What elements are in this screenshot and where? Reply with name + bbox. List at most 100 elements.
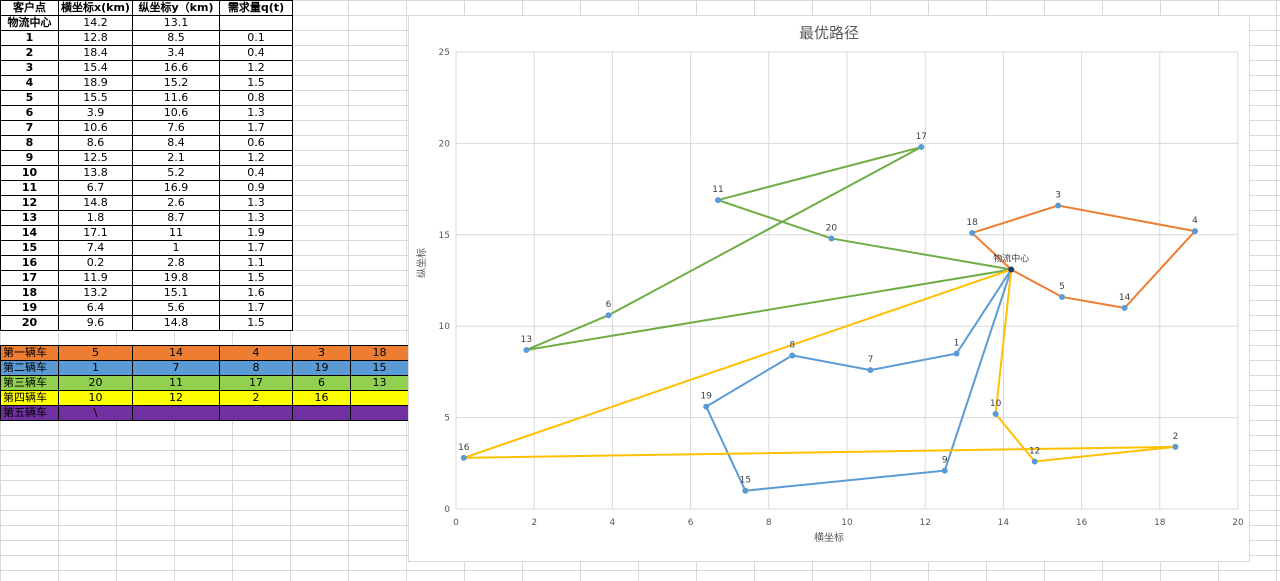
cell-y[interactable]: 5.6 bbox=[132, 300, 220, 316]
cell-customer[interactable]: 12 bbox=[0, 195, 59, 211]
vehicle-stop[interactable]: 5 bbox=[58, 345, 133, 361]
cell-customer[interactable]: 7 bbox=[0, 120, 59, 136]
cell-customer[interactable]: 9 bbox=[0, 150, 59, 166]
cell-y[interactable]: 11.6 bbox=[132, 90, 220, 106]
cell-x[interactable]: 6.7 bbox=[58, 180, 133, 196]
cell-customer[interactable]: 物流中心 bbox=[0, 15, 59, 31]
cell-customer[interactable]: 13 bbox=[0, 210, 59, 226]
cell-demand[interactable]: 1.7 bbox=[219, 240, 293, 256]
cell-x[interactable]: 13.2 bbox=[58, 285, 133, 301]
cell-x[interactable]: 15.5 bbox=[58, 90, 133, 106]
cell-customer[interactable]: 16 bbox=[0, 255, 59, 271]
cell-y[interactable]: 3.4 bbox=[132, 45, 220, 61]
cell-customer[interactable]: 15 bbox=[0, 240, 59, 256]
cell-customer[interactable]: 20 bbox=[0, 315, 59, 331]
vehicle-stop[interactable]: 11 bbox=[132, 375, 220, 391]
cell-demand[interactable]: 1.3 bbox=[219, 210, 293, 226]
cell-demand[interactable]: 1.6 bbox=[219, 285, 293, 301]
cell-x[interactable]: 8.6 bbox=[58, 135, 133, 151]
vehicle-stop[interactable]: 13 bbox=[350, 375, 409, 391]
vehicle-stop[interactable]: 19 bbox=[292, 360, 351, 376]
cell-demand[interactable]: 1.1 bbox=[219, 255, 293, 271]
cell-y[interactable]: 13.1 bbox=[132, 15, 220, 31]
cell-demand[interactable]: 1.2 bbox=[219, 60, 293, 76]
cell-customer[interactable]: 5 bbox=[0, 90, 59, 106]
vehicle-stop[interactable]: 17 bbox=[219, 375, 293, 391]
vehicle-stop[interactable] bbox=[292, 405, 351, 421]
route-chart[interactable]: 最优路径 0 2 4 6 8 10 12 14 16 18 20 0 5 10 15 20 25 物流中心 1 2 3 4… bbox=[408, 15, 1250, 562]
vehicle-stop[interactable]: 6 bbox=[292, 375, 351, 391]
cell-x[interactable]: 13.8 bbox=[58, 165, 133, 181]
vehicle-stop[interactable]: 3 bbox=[292, 345, 351, 361]
cell-customer[interactable]: 11 bbox=[0, 180, 59, 196]
vehicle-stop[interactable]: 1 bbox=[58, 360, 133, 376]
cell-x[interactable]: 12.5 bbox=[58, 150, 133, 166]
vehicle-label[interactable]: 第一辆车 bbox=[0, 345, 59, 361]
vehicle-stop[interactable] bbox=[219, 405, 293, 421]
cell-demand[interactable]: 1.5 bbox=[219, 315, 293, 331]
vehicle-label[interactable]: 第二辆车 bbox=[0, 360, 59, 376]
vehicle-stop[interactable] bbox=[350, 405, 409, 421]
cell-customer[interactable]: 18 bbox=[0, 285, 59, 301]
cell-demand[interactable]: 1.2 bbox=[219, 150, 293, 166]
cell-x[interactable]: 18.9 bbox=[58, 75, 133, 91]
cell-customer[interactable]: 17 bbox=[0, 270, 59, 286]
cell-customer[interactable]: 14 bbox=[0, 225, 59, 241]
vehicle-stop[interactable]: \ bbox=[58, 405, 133, 421]
cell-y[interactable]: 16.9 bbox=[132, 180, 220, 196]
cell-y[interactable]: 15.2 bbox=[132, 75, 220, 91]
cell-demand[interactable]: 1.9 bbox=[219, 225, 293, 241]
vehicle-stop[interactable]: 14 bbox=[132, 345, 220, 361]
cell-demand[interactable]: 1.7 bbox=[219, 300, 293, 316]
cell-x[interactable]: 3.9 bbox=[58, 105, 133, 121]
vehicle-stop[interactable]: 4 bbox=[219, 345, 293, 361]
cell-x[interactable]: 14.8 bbox=[58, 195, 133, 211]
vehicle-stop[interactable]: 7 bbox=[132, 360, 220, 376]
cell-y[interactable]: 5.2 bbox=[132, 165, 220, 181]
cell-demand[interactable]: 1.5 bbox=[219, 75, 293, 91]
cell-x[interactable]: 0.2 bbox=[58, 255, 133, 271]
cell-demand[interactable] bbox=[219, 15, 293, 31]
cell-x[interactable]: 11.9 bbox=[58, 270, 133, 286]
vehicle-label[interactable]: 第四辆车 bbox=[0, 390, 59, 406]
header-x[interactable]: 横坐标x(km) bbox=[58, 0, 133, 16]
cell-y[interactable]: 8.5 bbox=[132, 30, 220, 46]
vehicle-stop[interactable] bbox=[350, 390, 409, 406]
vehicle-label[interactable]: 第五辆车 bbox=[0, 405, 59, 421]
vehicle-stop[interactable]: 16 bbox=[292, 390, 351, 406]
vehicle-stop[interactable]: 10 bbox=[58, 390, 133, 406]
vehicle-label[interactable]: 第三辆车 bbox=[0, 375, 59, 391]
header-demand[interactable]: 需求量q(t) bbox=[219, 0, 293, 16]
cell-x[interactable]: 9.6 bbox=[58, 315, 133, 331]
cell-customer[interactable]: 10 bbox=[0, 165, 59, 181]
cell-demand[interactable]: 1.3 bbox=[219, 195, 293, 211]
cell-y[interactable]: 8.4 bbox=[132, 135, 220, 151]
cell-y[interactable]: 1 bbox=[132, 240, 220, 256]
cell-customer[interactable]: 2 bbox=[0, 45, 59, 61]
cell-x[interactable]: 17.1 bbox=[58, 225, 133, 241]
cell-demand[interactable]: 0.6 bbox=[219, 135, 293, 151]
cell-y[interactable]: 8.7 bbox=[132, 210, 220, 226]
cell-y[interactable]: 14.8 bbox=[132, 315, 220, 331]
cell-x[interactable]: 10.6 bbox=[58, 120, 133, 136]
vehicle-stop[interactable]: 12 bbox=[132, 390, 220, 406]
vehicle-stop[interactable]: 18 bbox=[350, 345, 409, 361]
cell-customer[interactable]: 3 bbox=[0, 60, 59, 76]
vehicle-stop[interactable]: 15 bbox=[350, 360, 409, 376]
cell-customer[interactable]: 19 bbox=[0, 300, 59, 316]
cell-x[interactable]: 1.8 bbox=[58, 210, 133, 226]
cell-demand[interactable]: 1.7 bbox=[219, 120, 293, 136]
cell-x[interactable]: 18.4 bbox=[58, 45, 133, 61]
cell-y[interactable]: 16.6 bbox=[132, 60, 220, 76]
cell-demand[interactable]: 0.9 bbox=[219, 180, 293, 196]
cell-x[interactable]: 15.4 bbox=[58, 60, 133, 76]
cell-customer[interactable]: 6 bbox=[0, 105, 59, 121]
cell-y[interactable]: 15.1 bbox=[132, 285, 220, 301]
vehicle-stop[interactable]: 2 bbox=[219, 390, 293, 406]
cell-x[interactable]: 6.4 bbox=[58, 300, 133, 316]
cell-y[interactable]: 11 bbox=[132, 225, 220, 241]
cell-demand[interactable]: 1.3 bbox=[219, 105, 293, 121]
vehicle-stop[interactable] bbox=[132, 405, 220, 421]
cell-customer[interactable]: 1 bbox=[0, 30, 59, 46]
cell-demand[interactable]: 0.1 bbox=[219, 30, 293, 46]
